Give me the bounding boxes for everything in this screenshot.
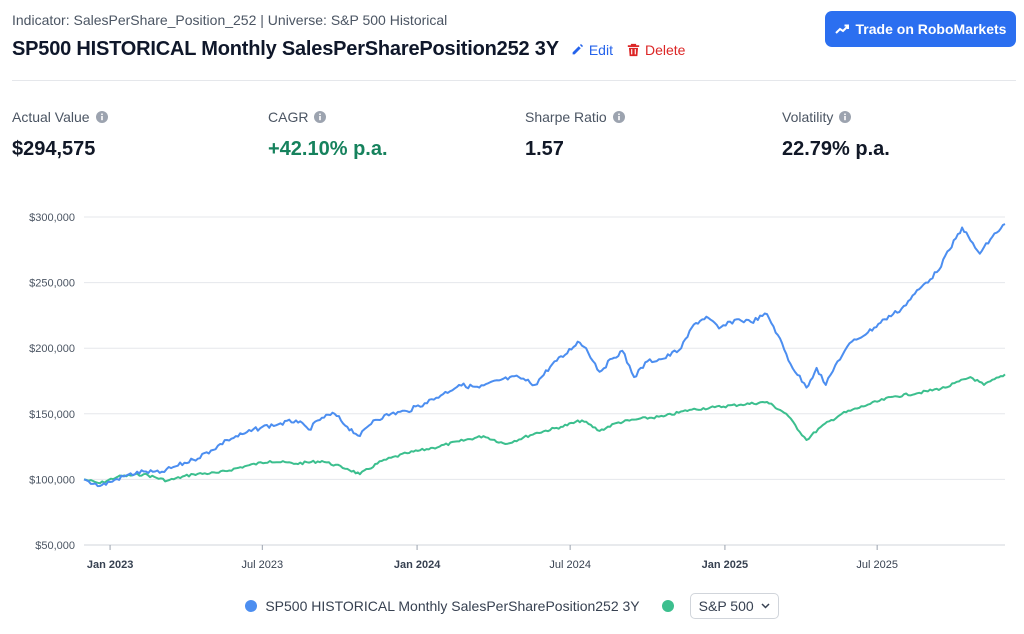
stat-label: CAGR	[268, 109, 309, 125]
info-icon[interactable]	[612, 111, 625, 123]
info-icon[interactable]	[314, 111, 327, 123]
y-tick-label: $200,000	[29, 343, 75, 355]
stat-label: Sharpe Ratio	[525, 109, 607, 125]
x-tick-label: Jul 2025	[856, 559, 898, 571]
x-tick-label: Jul 2023	[242, 559, 284, 571]
benchmark-label: S&P 500	[698, 598, 754, 614]
stat-actual-value: Actual Value $294,575	[12, 109, 108, 161]
page-subtitle: Indicator: SalesPerShare_Position_252 | …	[12, 12, 448, 28]
legend-dot-benchmark	[661, 600, 674, 612]
page-title: SP500 HISTORICAL Monthly SalesPerSharePo…	[12, 38, 559, 60]
stat-value: $294,575	[12, 138, 96, 160]
legend-item-benchmark[interactable]: S&P 500	[661, 593, 779, 619]
series-line-strategy[interactable]	[83, 223, 1006, 488]
legend-label: SP500 HISTORICAL Monthly SalesPerSharePo…	[265, 598, 640, 614]
y-tick-label: $150,000	[29, 409, 75, 421]
x-tick-label: Jan 2024	[394, 559, 441, 571]
stat-volatility: Volatility 22.79% p.a.	[782, 109, 890, 161]
edit-label: Edit	[588, 41, 613, 58]
y-tick-label: $300,000	[29, 212, 75, 224]
series-line-benchmark[interactable]	[83, 373, 1006, 485]
header-divider	[12, 80, 1016, 81]
chart-legend: SP500 HISTORICAL Monthly SalesPerSharePo…	[0, 593, 1024, 619]
chevron-down-icon	[761, 603, 770, 609]
stat-value: 1.57	[525, 138, 564, 160]
y-tick-label: $250,000	[29, 278, 75, 290]
pencil-icon	[572, 43, 583, 55]
stat-label: Volatility	[782, 109, 834, 125]
equity-chart[interactable]: $50,000 $100,000 $150,000 $200,000 $250,000 $…	[0, 195, 1024, 580]
x-tick-label: Jan 2025	[702, 559, 748, 571]
stat-sharpe-ratio: Sharpe Ratio 1.57	[525, 109, 625, 161]
info-icon[interactable]	[839, 111, 852, 123]
trade-button[interactable]: Trade on RoboMarkets	[825, 11, 1016, 47]
x-tick-label: Jul 2024	[549, 559, 591, 571]
delete-label: Delete	[644, 41, 686, 58]
delete-button[interactable]: Delete	[627, 42, 685, 58]
trending-up-icon	[834, 24, 849, 34]
stat-cagr: CAGR +42.10% p.a.	[268, 109, 388, 161]
stat-label: Actual Value	[12, 109, 90, 125]
trade-label: Trade on RoboMarkets	[855, 21, 1007, 37]
y-tick-label: $100,000	[29, 474, 75, 486]
legend-dot-strategy	[245, 600, 258, 612]
y-tick-label: $50,000	[35, 540, 75, 552]
info-icon[interactable]	[95, 111, 108, 123]
edit-button[interactable]: Edit	[571, 42, 613, 58]
title-row: SP500 HISTORICAL Monthly SalesPerSharePo…	[12, 38, 685, 61]
legend-item-strategy[interactable]: SP500 HISTORICAL Monthly SalesPerSharePo…	[245, 598, 640, 614]
trash-icon	[627, 43, 640, 56]
x-tick-label: Jan 2023	[87, 559, 133, 571]
benchmark-select[interactable]: S&P 500	[689, 593, 779, 619]
stat-value: 22.79% p.a.	[782, 138, 890, 160]
stat-value: +42.10% p.a.	[268, 138, 388, 160]
